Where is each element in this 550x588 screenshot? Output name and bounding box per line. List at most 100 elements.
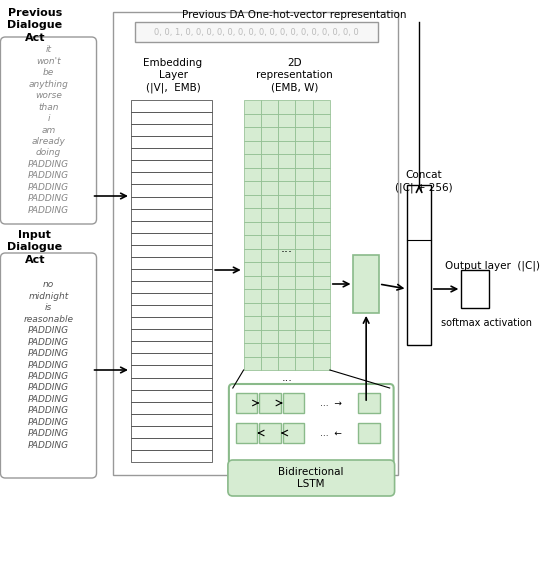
- Bar: [312, 154, 330, 168]
- Bar: [295, 302, 312, 316]
- Bar: [283, 393, 304, 413]
- Bar: [135, 22, 378, 42]
- Bar: [295, 262, 312, 276]
- Bar: [312, 276, 330, 289]
- Bar: [236, 393, 257, 413]
- Bar: [295, 222, 312, 235]
- Bar: [278, 302, 295, 316]
- Bar: [244, 222, 261, 235]
- FancyBboxPatch shape: [1, 37, 96, 224]
- Text: no
midnight
is
reasonable
PADDING
PADDING
PADDING
PADDING
PADDING
PADDING
PADDIN: no midnight is reasonable PADDING PADDIN…: [24, 280, 74, 450]
- Bar: [261, 113, 278, 127]
- Bar: [244, 154, 261, 168]
- Bar: [261, 127, 278, 141]
- Bar: [312, 343, 330, 356]
- Bar: [278, 141, 295, 154]
- Bar: [261, 235, 278, 249]
- Bar: [278, 208, 295, 222]
- Bar: [278, 222, 295, 235]
- Bar: [278, 276, 295, 289]
- Bar: [131, 257, 212, 269]
- Bar: [295, 289, 312, 302]
- Bar: [131, 233, 212, 245]
- Bar: [131, 136, 212, 148]
- Bar: [295, 235, 312, 249]
- Bar: [131, 161, 212, 172]
- Bar: [244, 302, 261, 316]
- Text: ...  →: ... →: [321, 399, 342, 407]
- Bar: [261, 100, 278, 113]
- Bar: [261, 195, 278, 208]
- Bar: [283, 423, 304, 443]
- Bar: [295, 113, 312, 127]
- Bar: [295, 141, 312, 154]
- Bar: [113, 12, 398, 475]
- Bar: [131, 390, 212, 402]
- Bar: [131, 426, 212, 438]
- Bar: [312, 222, 330, 235]
- Bar: [261, 168, 278, 181]
- Bar: [278, 113, 295, 127]
- Bar: [261, 181, 278, 195]
- Bar: [295, 195, 312, 208]
- Bar: [131, 317, 212, 329]
- Bar: [244, 343, 261, 356]
- Bar: [131, 414, 212, 426]
- Bar: [461, 270, 489, 308]
- Bar: [312, 302, 330, 316]
- Bar: [131, 438, 212, 450]
- Bar: [278, 329, 295, 343]
- Bar: [278, 289, 295, 302]
- Bar: [244, 235, 261, 249]
- Bar: [312, 249, 330, 262]
- Bar: [408, 185, 431, 345]
- Bar: [236, 423, 257, 443]
- Bar: [354, 255, 379, 313]
- Text: ...: ...: [280, 242, 293, 255]
- Bar: [312, 356, 330, 370]
- Text: ...: ...: [281, 373, 292, 383]
- Bar: [244, 289, 261, 302]
- Bar: [295, 154, 312, 168]
- Bar: [278, 249, 295, 262]
- Bar: [244, 141, 261, 154]
- Text: Bidirectional
LSTM: Bidirectional LSTM: [278, 467, 344, 489]
- Bar: [295, 276, 312, 289]
- Bar: [131, 269, 212, 281]
- Text: 0, 0, 1, 0, 0, 0, 0, 0, 0, 0, 0, 0, 0, 0, 0, 0, 0, 0, 0, 0: 0, 0, 1, 0, 0, 0, 0, 0, 0, 0, 0, 0, 0, 0…: [154, 28, 359, 36]
- Text: Output layer  (|C|): Output layer (|C|): [445, 260, 540, 270]
- Bar: [261, 249, 278, 262]
- Bar: [358, 393, 380, 413]
- Bar: [244, 127, 261, 141]
- Bar: [312, 195, 330, 208]
- Bar: [131, 172, 212, 185]
- Bar: [278, 356, 295, 370]
- Text: it
won't
be
anything
worse
than
i
am
already
doing
PADDING
PADDING
PADDING
PADDI: it won't be anything worse than i am alr…: [28, 45, 69, 215]
- FancyBboxPatch shape: [228, 460, 394, 496]
- Bar: [131, 377, 212, 390]
- Bar: [131, 124, 212, 136]
- Bar: [261, 289, 278, 302]
- Bar: [244, 262, 261, 276]
- Bar: [244, 356, 261, 370]
- Bar: [244, 113, 261, 127]
- Bar: [131, 305, 212, 317]
- Bar: [261, 356, 278, 370]
- Text: Input
Dialogue
Act: Input Dialogue Act: [7, 230, 62, 265]
- Bar: [244, 249, 261, 262]
- Bar: [261, 343, 278, 356]
- Bar: [295, 356, 312, 370]
- Bar: [131, 112, 212, 124]
- Bar: [295, 208, 312, 222]
- Bar: [278, 100, 295, 113]
- Bar: [312, 289, 330, 302]
- Bar: [295, 168, 312, 181]
- Bar: [312, 100, 330, 113]
- Bar: [312, 208, 330, 222]
- Bar: [312, 113, 330, 127]
- Bar: [312, 329, 330, 343]
- Bar: [131, 402, 212, 414]
- Bar: [244, 316, 261, 329]
- Bar: [131, 329, 212, 341]
- Bar: [358, 423, 380, 443]
